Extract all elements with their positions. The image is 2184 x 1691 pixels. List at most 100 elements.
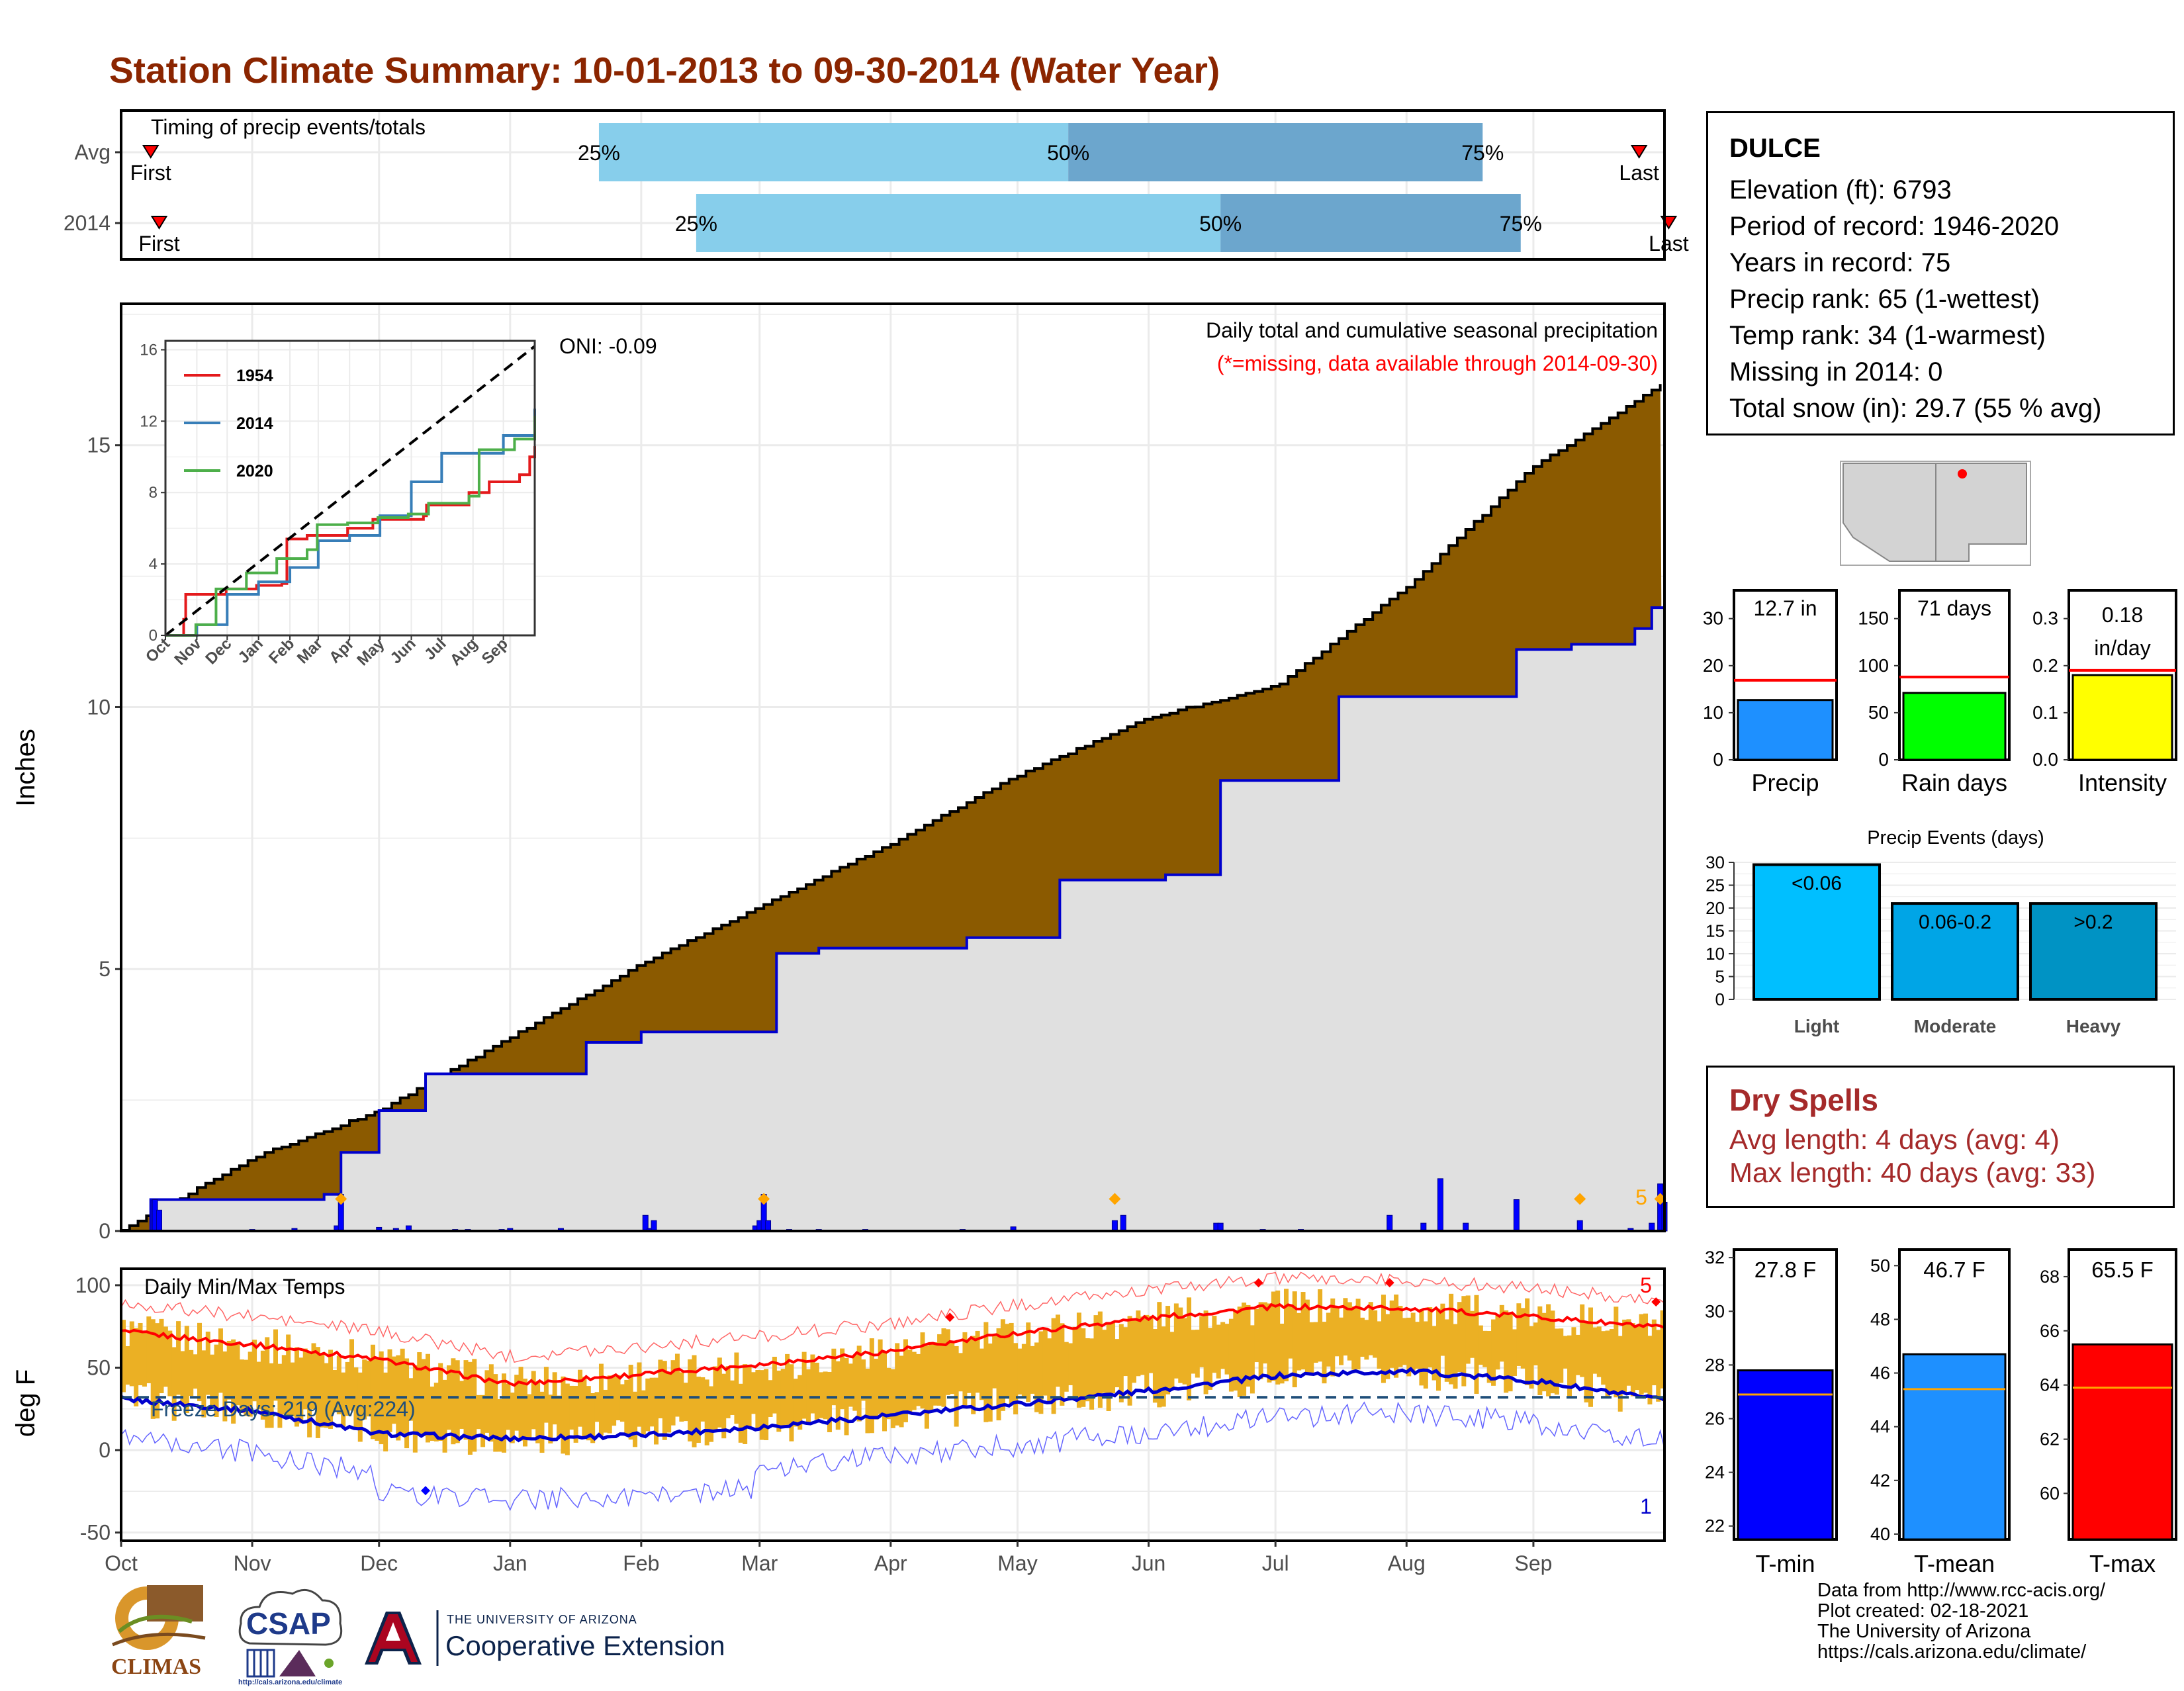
- month-xtick-label: Dec: [360, 1551, 398, 1575]
- daily-temp-bar: [1419, 1308, 1424, 1386]
- daily-temp-bar: [1554, 1328, 1559, 1395]
- daily-temp-bar: [171, 1347, 177, 1421]
- daily-temp-bar: [1199, 1316, 1205, 1367]
- inset-frame: [164, 340, 536, 637]
- daily-temp-bar: [1131, 1320, 1136, 1383]
- daily-temp-bar: [831, 1348, 837, 1406]
- month-xtick-label: Nov: [234, 1551, 271, 1575]
- daily-temp-bar: [899, 1355, 904, 1428]
- daily-temp-bar: [265, 1337, 270, 1428]
- daily-temp-bar: [1601, 1331, 1606, 1385]
- daily-temp-bar: [1525, 1298, 1530, 1385]
- daily-temp-bar: [426, 1353, 430, 1443]
- record-low-marker: [421, 1486, 431, 1496]
- daily-temp-bar: [1643, 1313, 1649, 1393]
- daily-temp-bar: [193, 1354, 198, 1389]
- daily-temp-bar: [688, 1359, 693, 1441]
- dry-max-length: Max length: 40 days (avg: 33): [1729, 1157, 2096, 1188]
- daily-temp-bar: [924, 1346, 929, 1429]
- daily-temp-bar: [890, 1369, 895, 1428]
- summary-ytick-label: 0: [1713, 749, 1723, 770]
- daily-temp-bar: [1359, 1317, 1365, 1357]
- timing-p50-label: 50%: [1047, 141, 1089, 165]
- daily-temp-bar: [1051, 1318, 1056, 1414]
- daily-temp-bar: [1626, 1319, 1631, 1386]
- daily-temp-bar: [1304, 1299, 1310, 1373]
- tempbar-ytick-label: 40: [1870, 1524, 1890, 1544]
- timing-p75-label: 75%: [1461, 141, 1504, 165]
- daily-temp-bar: [121, 1320, 126, 1393]
- daily-temp-bar: [493, 1374, 498, 1452]
- station-snow: Total snow (in): 29.7 (55 % avg): [1729, 394, 2102, 423]
- summary-value-label: 12.7 in: [1753, 596, 1817, 620]
- daily-temp-bar: [1495, 1315, 1500, 1370]
- daily-temp-bar: [539, 1391, 545, 1453]
- snow-event-marker: [1574, 1193, 1586, 1205]
- station-name: DULCE: [1729, 134, 1821, 163]
- daily-temp-bar: [615, 1375, 621, 1420]
- summary-ytick-label: 100: [1858, 655, 1889, 676]
- station-elevation: Elevation (ft): 6793: [1729, 175, 1952, 205]
- tempbar-value-label: 27.8 F: [1754, 1257, 1817, 1282]
- daily-temp-bar: [1410, 1312, 1416, 1371]
- daily-temp-bar: [1584, 1322, 1589, 1402]
- first-event-marker: [142, 145, 159, 159]
- daily-temp-bar: [903, 1339, 908, 1422]
- daily-temp-bar: [950, 1341, 955, 1394]
- daily-temp-bar: [506, 1383, 511, 1430]
- daily-temp-bar: [797, 1375, 803, 1430]
- temp-bottom-label: 1: [1640, 1494, 1652, 1518]
- summary-ytick-label: 30: [1703, 608, 1723, 629]
- daily-temp-bar: [755, 1369, 760, 1430]
- daily-temp-bar: [578, 1369, 583, 1427]
- daily-temp-bar: [273, 1329, 278, 1401]
- inset-series-line: [165, 446, 536, 637]
- daily-temp-bar: [1195, 1330, 1200, 1378]
- avg-tmax-line: [120, 1303, 1665, 1387]
- daily-temp-bar: [1161, 1326, 1166, 1407]
- timing-row-label: Avg: [74, 140, 111, 164]
- climas-wordmark: CLIMAS: [111, 1655, 202, 1679]
- events-ytick-label: 20: [1706, 898, 1725, 918]
- daily-temp-bar: [1635, 1326, 1640, 1391]
- daily-temp-bar: [806, 1369, 811, 1424]
- daily-temp-bar: [878, 1339, 883, 1414]
- inset-legend-label: 2020: [236, 462, 273, 480]
- daily-temp-bar: [387, 1349, 392, 1432]
- daily-temp-bar: [1026, 1322, 1031, 1402]
- daily-temp-bar: [1013, 1343, 1019, 1415]
- daily-temp-bar: [1246, 1304, 1251, 1387]
- daily-temp-bar: [290, 1362, 295, 1417]
- daily-temp-bar: [189, 1349, 194, 1396]
- tempbar-ytick-label: 50: [1870, 1256, 1890, 1275]
- daily-temp-bar: [886, 1367, 891, 1420]
- daily-temp-bar: [1300, 1292, 1306, 1370]
- daily-temp-bar: [1491, 1319, 1496, 1386]
- tempbar-bar: [1737, 1369, 1834, 1541]
- timing-frame: [120, 109, 1666, 261]
- tempbar-ytick-label: 28: [1705, 1355, 1725, 1375]
- daily-temp-bar: [1182, 1318, 1187, 1385]
- temp-panel: 100 50 0 -50 deg F Daily Min/Max Temps Freeze …: [11, 1267, 1666, 1575]
- tempbar-ytick-label: 26: [1705, 1409, 1725, 1429]
- daily-temp-bar: [362, 1359, 367, 1420]
- daily-temp-bar: [658, 1359, 663, 1418]
- temp-ytick-label: 100: [75, 1273, 111, 1297]
- daily-temp-bar: [1651, 1319, 1657, 1386]
- daily-temp-bar: [1207, 1328, 1212, 1390]
- inset-legend-label: 2014: [236, 414, 273, 433]
- daily-temp-bar: [1017, 1348, 1023, 1394]
- daily-temp-bar: [527, 1394, 532, 1439]
- daily-temp-bar: [201, 1350, 206, 1418]
- daily-temp-bar: [239, 1359, 244, 1413]
- daily-temp-bar: [1508, 1312, 1513, 1392]
- daily-temp-bar: [827, 1371, 832, 1433]
- daily-temp-bar: [1592, 1327, 1598, 1374]
- daily-temp-bar: [810, 1354, 815, 1414]
- daily-temp-bar: [1068, 1343, 1073, 1385]
- station-precip-rank: Precip rank: 65 (1-wettest): [1729, 285, 2040, 314]
- summary-ytick-label: 0: [1878, 749, 1889, 770]
- daily-temp-bar: [641, 1390, 646, 1435]
- daily-temp-bar: [1373, 1310, 1378, 1358]
- events-title: Precip Events (days): [1867, 827, 2044, 848]
